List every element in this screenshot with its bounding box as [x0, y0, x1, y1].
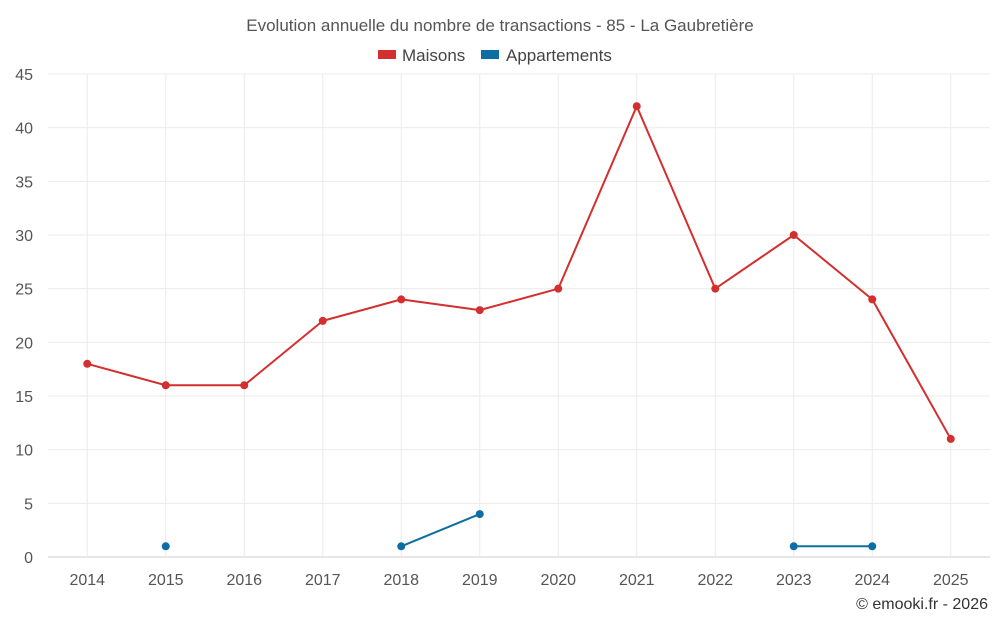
- x-tick-label: 2023: [776, 572, 812, 589]
- credit-text: © emooki.fr - 2026: [856, 596, 988, 613]
- series-maisons: [83, 102, 955, 443]
- data-point-appartements-2024[interactable]: [868, 542, 877, 551]
- y-tick-label: 20: [15, 335, 33, 352]
- data-point-maisons-2021[interactable]: [632, 102, 641, 111]
- x-tick-label: 2014: [69, 572, 105, 589]
- y-tick-label: 30: [15, 228, 33, 245]
- data-point-appartements-2019[interactable]: [475, 510, 484, 519]
- data-point-maisons-2025[interactable]: [946, 434, 955, 443]
- y-tick-label: 40: [15, 121, 33, 138]
- x-tick-label: 2018: [383, 572, 419, 589]
- legend-label-appartements: Appartements: [506, 46, 612, 65]
- x-tick-label: 2020: [540, 572, 576, 589]
- series-line-maisons: [86, 105, 952, 440]
- y-tick-label: 45: [15, 67, 33, 84]
- y-tick-label: 0: [24, 550, 33, 567]
- legend-swatch-maisons: [378, 50, 396, 59]
- legend-item-appartements[interactable]: Appartements: [481, 46, 612, 65]
- y-tick-label: 25: [15, 282, 33, 299]
- data-point-appartements-2023[interactable]: [789, 542, 798, 551]
- x-axis-ticks: 2014 2015 2016 2017 2018 2019 2020 2021 2022 2023…: [69, 572, 968, 589]
- data-point-appartements-2018[interactable]: [397, 542, 406, 551]
- series: [83, 102, 955, 551]
- series-line-appartements: [400, 513, 481, 548]
- data-point-maisons-2015[interactable]: [161, 381, 170, 390]
- data-point-maisons-2020[interactable]: [554, 284, 563, 293]
- x-tick-label: 2021: [619, 572, 655, 589]
- data-point-maisons-2019[interactable]: [475, 306, 484, 315]
- data-point-maisons-2023[interactable]: [789, 231, 798, 239]
- y-tick-label: 5: [24, 496, 33, 513]
- x-tick-label: 2024: [854, 572, 890, 589]
- data-point-maisons-2014[interactable]: [83, 359, 92, 368]
- chart-title: Evolution annuelle du nombre de transact…: [246, 16, 753, 35]
- y-axis-ticks: 0 5 10 15 20 25 30 35 40 45: [15, 67, 33, 567]
- legend-swatch-appartements: [481, 50, 499, 59]
- x-tick-label: 2015: [148, 572, 184, 589]
- legend-label-maisons: Maisons: [402, 46, 465, 65]
- data-point-maisons-2022[interactable]: [711, 284, 720, 293]
- series-appartements: [161, 510, 877, 551]
- x-tick-label: 2025: [933, 572, 969, 589]
- x-tick-label: 2017: [305, 572, 341, 589]
- legend-item-maisons[interactable]: Maisons: [378, 46, 465, 65]
- data-point-maisons-2016[interactable]: [240, 381, 249, 390]
- data-point-maisons-2017[interactable]: [318, 316, 327, 325]
- legend: Maisons Appartements: [378, 46, 612, 65]
- x-tick-label: 2019: [462, 572, 498, 589]
- data-point-maisons-2024[interactable]: [868, 295, 877, 304]
- y-tick-label: 35: [15, 174, 33, 191]
- y-tick-label: 10: [15, 443, 33, 460]
- x-tick-label: 2016: [226, 572, 262, 589]
- data-point-appartements-2015[interactable]: [161, 542, 170, 551]
- data-point-maisons-2018[interactable]: [397, 295, 406, 304]
- y-tick-label: 15: [15, 389, 33, 406]
- grid: [48, 73, 990, 558]
- x-tick-label: 2022: [697, 572, 733, 589]
